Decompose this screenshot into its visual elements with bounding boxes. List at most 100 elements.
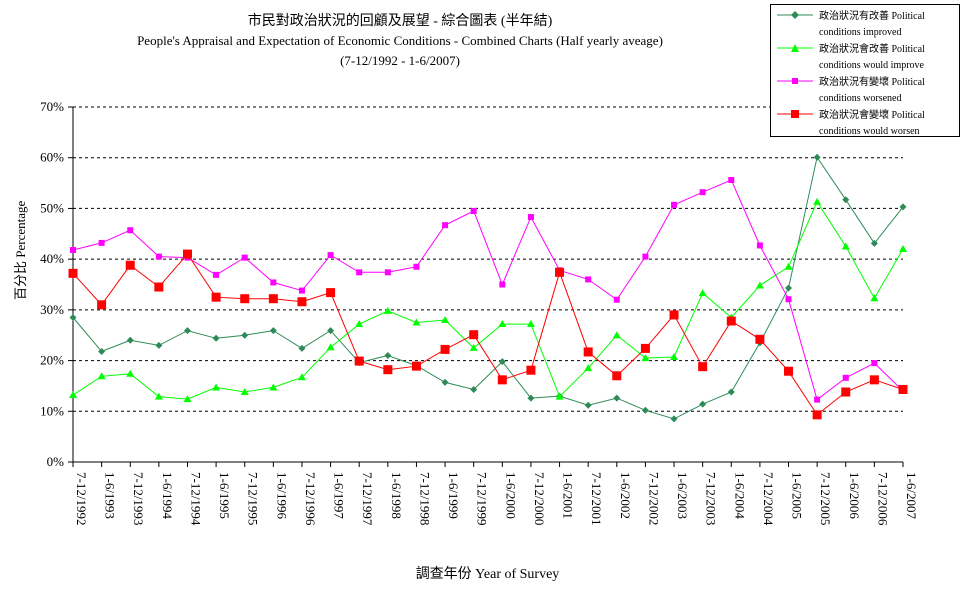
- data-point: [527, 214, 534, 221]
- data-point: [699, 400, 707, 408]
- y-tick-label: 40%: [40, 251, 64, 266]
- data-point: [870, 294, 879, 302]
- data-point: [440, 344, 450, 354]
- data-point: [442, 222, 449, 229]
- legend-label-would-worsen: 政治狀況會變壞 Political conditions would worse…: [819, 108, 959, 140]
- data-point: [441, 378, 449, 386]
- x-tick-label: 1-6/2007: [904, 472, 919, 519]
- x-tick-label: 1-6/2002: [618, 472, 633, 519]
- data-point: [154, 282, 164, 292]
- data-point: [499, 281, 506, 288]
- data-point: [527, 394, 535, 402]
- y-axis-label: 百分比 Percentage: [13, 200, 28, 300]
- data-point: [640, 343, 650, 353]
- x-tick-label: 1-6/2004: [732, 472, 747, 519]
- data-point: [240, 388, 249, 396]
- legend-line: 政治狀況會改善 Political: [819, 44, 925, 55]
- data-point: [813, 197, 822, 205]
- legend-item-would-worsen: 政治狀況會變壞 Political conditions would worse…: [775, 107, 957, 139]
- data-point: [756, 242, 763, 249]
- y-tick-label: 30%: [40, 302, 64, 317]
- axes: [68, 106, 904, 467]
- data-point: [812, 410, 822, 420]
- x-tick-label: 1-6/1999: [446, 472, 461, 519]
- data-point: [583, 347, 593, 357]
- data-point: [698, 362, 708, 372]
- legend-line: conditions would improve: [819, 60, 924, 71]
- x-tick-label: 1-6/1997: [332, 472, 347, 519]
- x-tick-label: 7-12/2000: [532, 472, 547, 525]
- x-tick-label: 7-12/2005: [818, 472, 833, 525]
- data-point: [698, 289, 707, 297]
- x-tick-label: 1-6/2006: [847, 472, 862, 519]
- data-point: [899, 245, 907, 252]
- x-tick-label: 7-12/1995: [246, 472, 261, 525]
- legend-symbol-worsened: [777, 78, 813, 84]
- x-tick-label: 7-12/2006: [875, 472, 890, 526]
- x-tick-label: 1-6/2005: [790, 472, 805, 519]
- chart-period: (7-12/1992 - 1-6/2007): [340, 53, 460, 68]
- series-line: [72, 179, 904, 401]
- data-point: [842, 374, 849, 381]
- x-tick-label: 7-12/1993: [131, 472, 146, 525]
- y-tick-label: 50%: [40, 200, 64, 215]
- x-tick-label: 1-6/1993: [103, 472, 118, 519]
- data-point: [297, 373, 306, 381]
- data-point: [326, 343, 335, 351]
- x-tick-label: 7-12/2001: [589, 472, 604, 525]
- data-point: [269, 327, 277, 335]
- data-point: [126, 369, 135, 377]
- data-point: [384, 352, 392, 359]
- x-tick-label: 1-6/1996: [274, 472, 289, 519]
- data-point: [871, 360, 878, 367]
- x-tick-label: 1-6/2000: [503, 472, 518, 519]
- data-point: [241, 254, 248, 261]
- data-point: [612, 331, 621, 339]
- data-point: [154, 392, 163, 400]
- data-point: [240, 294, 250, 304]
- data-point: [155, 341, 163, 349]
- series-layer: [68, 153, 908, 423]
- x-tick-label: 7-12/2002: [646, 472, 661, 525]
- y-tick-label: 0%: [47, 454, 65, 469]
- data-point: [413, 263, 420, 270]
- data-point: [669, 310, 679, 320]
- data-point: [841, 387, 851, 397]
- series-line: [72, 253, 904, 416]
- data-point: [842, 196, 850, 204]
- x-tick-label: 7-12/1998: [417, 472, 432, 525]
- x-tick-label: 7-12/1992: [74, 472, 89, 525]
- data-point: [870, 239, 878, 247]
- data-point: [469, 343, 478, 351]
- series-0: [69, 153, 907, 423]
- data-point: [498, 358, 506, 366]
- data-point: [98, 347, 106, 355]
- x-tick-label: 7-12/1999: [475, 472, 490, 525]
- x-tick-label: 7-12/2003: [704, 472, 719, 525]
- data-point: [212, 383, 221, 391]
- data-point: [670, 353, 679, 361]
- chart-title: 市民對政治狀況的回顧及展望 - 綜合圖表 (半年結): [247, 14, 553, 29]
- data-point: [784, 262, 793, 270]
- data-point: [297, 297, 307, 307]
- data-point: [69, 391, 77, 399]
- data-point: [498, 320, 507, 328]
- data-point: [784, 366, 794, 376]
- data-point: [183, 395, 192, 403]
- data-point: [671, 201, 678, 208]
- data-point: [270, 279, 277, 286]
- series-2: [70, 177, 906, 403]
- data-point: [269, 383, 278, 391]
- data-point: [613, 296, 620, 303]
- legend-label-improved: 政治狀況有改善 Political conditions improved: [819, 9, 959, 41]
- data-point: [326, 288, 336, 298]
- data-point: [355, 320, 364, 328]
- data-point: [497, 375, 507, 385]
- data-point: [869, 375, 879, 385]
- data-point: [841, 242, 850, 250]
- y-tick-label: 10%: [40, 403, 64, 418]
- data-point: [727, 388, 735, 396]
- x-tick-label: 1-6/2001: [561, 472, 576, 519]
- data-point: [213, 271, 220, 278]
- legend-line: conditions worsened: [819, 93, 902, 104]
